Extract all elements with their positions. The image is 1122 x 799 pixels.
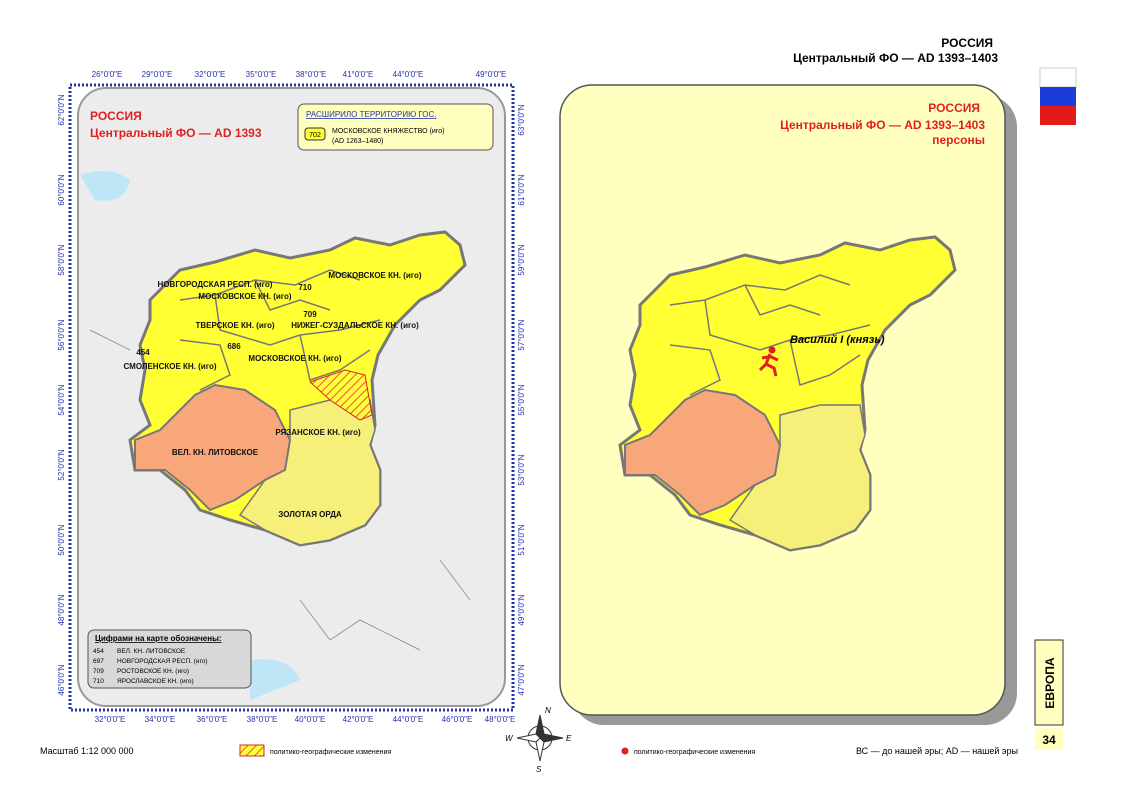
lon-label: 40°0'0"E — [295, 715, 326, 724]
lat-label: 49°0'0"N — [517, 594, 526, 625]
key-code: 454 — [93, 648, 104, 655]
number-label: 709 — [303, 310, 317, 319]
lon-label: 44°0'0"E — [393, 70, 424, 79]
person-label: Василий I (князь) — [790, 334, 885, 346]
left-map-border — [68, 83, 515, 712]
compass-w: W — [505, 734, 514, 743]
lat-label: 54°0'0"N — [57, 384, 66, 415]
lon-label: 41°0'0"E — [343, 70, 374, 79]
region-label: СМОЛЕНСКОЕ КН. (иго) — [124, 362, 217, 371]
lat-label: 46°0'0"N — [57, 664, 66, 695]
key-label: ЯРОСЛАВСКОЕ КН. (иго) — [117, 678, 194, 685]
region-label: ЗОЛОТАЯ ОРДА — [278, 510, 342, 519]
lat-label: 63°0'0"N — [517, 104, 526, 135]
region-label: МОСКОВСКОЕ КН. (иго) — [328, 271, 421, 280]
compass-s: S — [536, 765, 542, 774]
key-label: НОВГОРОДСКАЯ РЕСП. (иго) — [117, 658, 208, 665]
right-map-subtitle: Центральный ФО — AD 1393–1403 — [780, 118, 985, 132]
region-label: ВЕЛ. КН. ЛИТОВСКОЕ — [172, 448, 259, 457]
sea — [250, 659, 300, 700]
changed-area — [309, 369, 373, 421]
compass-n: N — [545, 706, 551, 715]
flag-blue — [1040, 87, 1076, 106]
lon-label: 42°0'0"E — [343, 715, 374, 724]
region-label: РЯЗАНСКОЕ КН. (иго) — [275, 428, 361, 437]
page-box — [1035, 728, 1063, 750]
flag-red — [1040, 106, 1076, 125]
lat-label: 58°0'0"N — [57, 244, 66, 275]
legend-label: МОСКОВСКОЕ КНЯЖЕСТВО (иго) — [332, 128, 444, 135]
era-note: ВС — до нашей эры; AD — нашей эры — [856, 746, 1018, 756]
legend-period: (AD 1263–1480) — [332, 138, 383, 145]
lat-label: 60°0'0"N — [57, 174, 66, 205]
key-title: Цифрами на карте обозначены: — [95, 634, 222, 643]
legend-hatch — [239, 744, 265, 757]
lon-label: 34°0'0"E — [145, 715, 176, 724]
key-code: 697 — [93, 658, 104, 665]
legend-title: РАСШИРИЛО ТЕРРИТОРИЮ ГОС. — [306, 110, 437, 119]
legend-points: политико-географические изменения — [634, 749, 755, 756]
lon-label: 36°0'0"E — [197, 715, 228, 724]
lon-label: 32°0'0"E — [95, 715, 126, 724]
lon-label: 48°0'0"E — [485, 715, 516, 724]
section-label: ЕВРОПА — [1043, 657, 1057, 708]
lon-label: 32°0'0"E — [195, 70, 226, 79]
number-label: 454 — [136, 348, 150, 357]
legend-changes: политико-географические изменения — [270, 749, 391, 756]
region-label: МОСКОВСКОЕ КН. (иго) — [248, 354, 341, 363]
lat-label: 61°0'0"N — [517, 174, 526, 205]
legend-swatch — [304, 127, 326, 141]
lon-label: 29°0'0"E — [142, 70, 173, 79]
legend-box — [297, 103, 494, 151]
flag-white — [1039, 67, 1077, 88]
lat-label: 56°0'0"N — [57, 319, 66, 350]
lat-label: 48°0'0"N — [57, 594, 66, 625]
lat-label: 47°0'0"N — [517, 664, 526, 695]
right-map-title: РОССИЯ — [928, 101, 980, 115]
lat-label: 59°0'0"N — [517, 244, 526, 275]
lon-label: 38°0'0"E — [296, 70, 327, 79]
section-box — [1034, 639, 1064, 726]
legend-dot — [621, 747, 629, 755]
key-label: РОСТОВСКОЕ КН. (иго) — [117, 668, 189, 675]
right-map-subtitle2: персоны — [932, 133, 985, 147]
number-label: 686 — [227, 342, 241, 351]
region-label: МОСКОВСКОЕ КН. (иго) — [198, 292, 291, 301]
lon-label: 35°0'0"E — [246, 70, 277, 79]
lon-label: 44°0'0"E — [393, 715, 424, 724]
lon-label: 46°0'0"E — [442, 715, 473, 724]
lat-label: 62°0'0"N — [57, 94, 66, 125]
lat-label: 52°0'0"N — [57, 449, 66, 480]
lake — [80, 171, 130, 201]
lon-label: 26°0'0"E — [92, 70, 123, 79]
scale: Масштаб 1:12 000 000 — [40, 746, 134, 756]
region-label: НИЖЕГ-СУЗДАЛЬСКОЕ КН. (иго) — [291, 321, 419, 330]
lat-label: 53°0'0"N — [517, 454, 526, 485]
legend-code: 702 — [309, 132, 321, 139]
compass — [516, 714, 564, 762]
key-box — [87, 629, 252, 689]
key-label: ВЕЛ. КН. ЛИТОВСКОЕ — [117, 648, 186, 655]
header-country: РОССИЯ — [941, 36, 993, 50]
lat-label: 50°0'0"N — [57, 524, 66, 555]
key-code: 709 — [93, 668, 104, 675]
header-subtitle: Центральный ФО — AD 1393–1403 — [793, 51, 998, 65]
lat-label: 51°0'0"N — [517, 524, 526, 555]
region-label: ТВЕРСКОЕ КН. (иго) — [195, 321, 274, 330]
lat-label: 57°0'0"N — [517, 319, 526, 350]
lat-label: 55°0'0"N — [517, 384, 526, 415]
left-map-title: РОССИЯ — [90, 109, 142, 123]
key-code: 710 — [93, 678, 104, 685]
number-label: 710 — [298, 283, 312, 292]
person-icon — [758, 346, 779, 377]
lon-label: 38°0'0"E — [247, 715, 278, 724]
page-number: 34 — [1042, 733, 1056, 747]
left-map-subtitle: Центральный ФО — AD 1393 — [90, 126, 262, 140]
region-label: НОВГОРОДСКАЯ РЕСП. (иго) — [158, 280, 273, 289]
border-line — [89, 329, 471, 651]
compass-e: E — [566, 734, 572, 743]
lon-label: 49°0'0"E — [476, 70, 507, 79]
